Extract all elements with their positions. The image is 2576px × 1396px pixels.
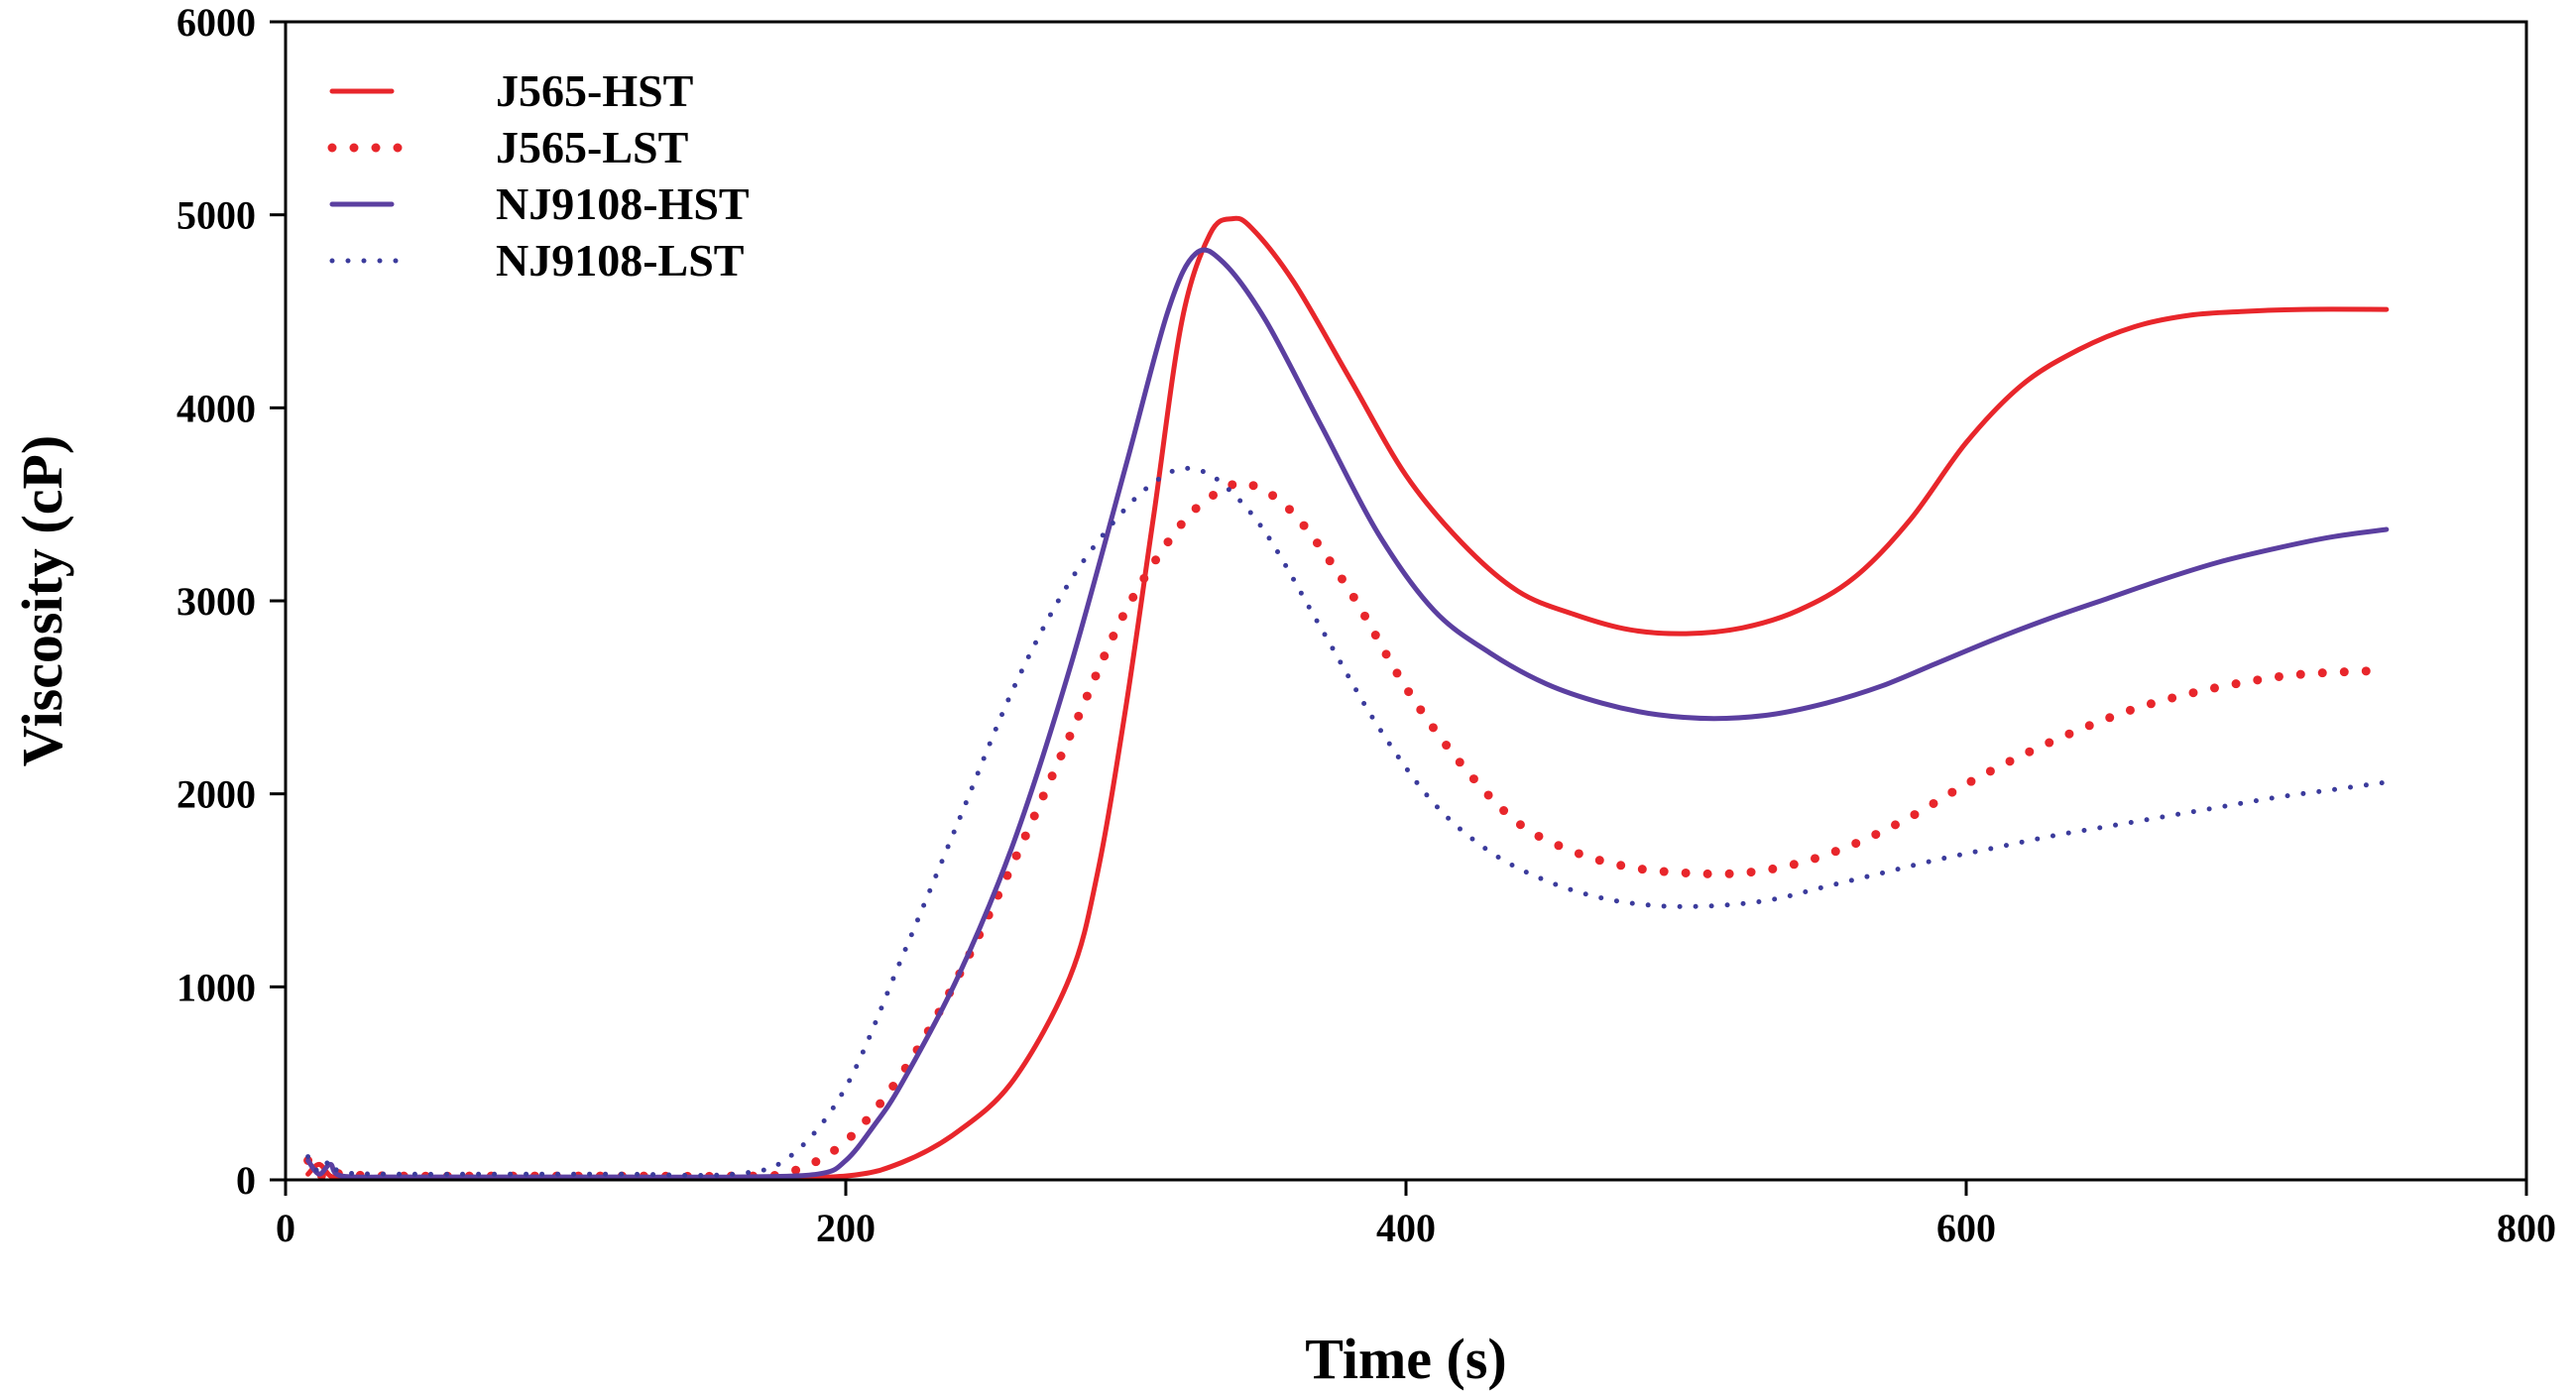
legend-label-nj9108-lst: NJ9108-LST — [496, 235, 744, 286]
series-line-nj9108-hst — [305, 247, 2390, 1180]
y-tick-label: 3000 — [176, 579, 256, 624]
x-tick-label: 800 — [2497, 1206, 2556, 1250]
x-axis-title: Time (s) — [1305, 1327, 1507, 1391]
y-tick-label: 0 — [236, 1158, 256, 1203]
legend-label-nj9108-hst: NJ9108-HST — [496, 178, 750, 229]
y-tick-label: 1000 — [176, 965, 256, 1009]
y-tick-label: 4000 — [176, 386, 256, 430]
x-tick-label: 600 — [1936, 1206, 1996, 1250]
y-tick-label: 5000 — [176, 193, 256, 238]
series-layer — [303, 215, 2392, 1181]
y-axis-ticks: 0 1000 2000 3000 4000 5000 6000 — [176, 0, 286, 1203]
x-axis-ticks: 0 200 400 600 800 — [276, 1180, 2556, 1250]
y-tick-label: 6000 — [176, 0, 256, 45]
x-tick-label: 200 — [816, 1206, 876, 1250]
legend-label-j565-lst: J565-LST — [496, 122, 688, 173]
x-tick-label: 400 — [1376, 1206, 1436, 1250]
x-tick-label: 0 — [276, 1206, 295, 1250]
legend-label-j565-hst: J565-HST — [496, 65, 693, 116]
y-tick-label: 2000 — [176, 772, 256, 817]
y-axis-title: Viscosity (cP) — [10, 435, 74, 766]
